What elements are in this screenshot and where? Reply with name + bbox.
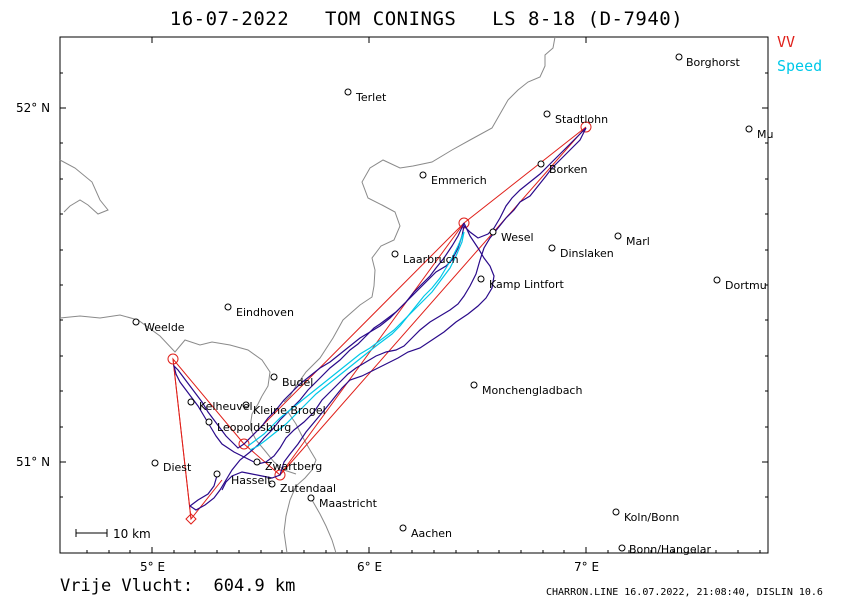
legend-vv: VV bbox=[777, 33, 796, 51]
turnpoint-5 bbox=[580, 121, 592, 133]
map-title: 16-07-2022 TOM CONINGS LS 8-18 (D-7940) bbox=[169, 8, 684, 30]
track-segment-2 bbox=[243, 222, 465, 445]
lon-label-6: 6° E bbox=[357, 560, 382, 574]
place-label-zutendaal: Zutendaal bbox=[280, 482, 336, 495]
place-label-marl: Marl bbox=[626, 235, 650, 248]
nl-de-border-south bbox=[283, 411, 317, 554]
place-marker-bonn-hangelar bbox=[618, 544, 626, 552]
turnpoint-1 bbox=[167, 353, 179, 365]
map-frame bbox=[59, 36, 769, 554]
nl-de-border-north bbox=[283, 36, 556, 403]
track-segment-1 bbox=[172, 127, 587, 511]
place-label-koln-bonn: Koln/Bonn bbox=[624, 511, 679, 524]
coastline bbox=[59, 159, 109, 215]
place-marker-laarbruch bbox=[391, 250, 399, 258]
flight-track bbox=[172, 127, 587, 511]
place-label-aachen: Aachen bbox=[411, 527, 452, 540]
speed-track bbox=[247, 231, 465, 451]
place-label-dortmu: Dortmu bbox=[725, 279, 767, 292]
scale-bar bbox=[75, 529, 108, 537]
place-marker-dortmu bbox=[713, 276, 721, 284]
place-label-laarbruch: Laarbruch bbox=[403, 253, 459, 266]
place-marker-koln-bonn bbox=[612, 508, 620, 516]
place-label-mu: Mu bbox=[757, 128, 773, 141]
track-segment-3 bbox=[221, 222, 495, 491]
turnpoint-3 bbox=[274, 469, 286, 481]
place-label-hasselt: Hasselt bbox=[231, 474, 272, 487]
place-label-kleine-brogel: Kleine Brogel bbox=[253, 404, 326, 417]
place-marker-zutendaal bbox=[268, 480, 276, 488]
place-marker-leopoldsburg bbox=[205, 418, 213, 426]
place-label-dinslaken: Dinslaken bbox=[560, 247, 614, 260]
place-label-diest: Diest bbox=[163, 461, 192, 474]
place-marker-kamp-lintfort bbox=[477, 275, 485, 283]
task-lines bbox=[172, 126, 587, 521]
place-label-terlet: Terlet bbox=[355, 91, 387, 104]
turnpoint-markers bbox=[167, 121, 592, 525]
axis-ticks bbox=[60, 37, 768, 553]
place-marker-eindhoven bbox=[224, 303, 232, 311]
free-flight-distance: Vrije Vlucht: 604.9 km bbox=[60, 576, 296, 596]
place-label-zwartberg: Zwartberg bbox=[265, 460, 322, 473]
place-marker-budel bbox=[270, 373, 278, 381]
place-marker-terlet bbox=[344, 88, 352, 96]
lat-label-52: 52° N bbox=[16, 101, 50, 115]
place-labels: Borghorst Terlet Stadtlohn Mu Borken Emm… bbox=[144, 56, 773, 556]
turnpoint-start bbox=[185, 513, 197, 525]
place-marker-zwartberg bbox=[253, 458, 261, 466]
place-label-budel: Budel bbox=[282, 376, 313, 389]
place-label-kelheuvel: Kelheuvel bbox=[199, 400, 253, 413]
place-marker-kelheuvel bbox=[187, 398, 195, 406]
place-marker-emmerich bbox=[419, 171, 427, 179]
place-marker-kleine-brogel bbox=[242, 401, 250, 409]
place-label-borghorst: Borghorst bbox=[686, 56, 741, 69]
place-marker-marl bbox=[614, 232, 622, 240]
place-marker-dinslaken bbox=[548, 244, 556, 252]
place-label-monchengladbach: Monchengladbach bbox=[482, 384, 582, 397]
place-marker-aachen bbox=[399, 524, 407, 532]
lat-label-51: 51° N bbox=[16, 455, 50, 469]
lon-label-7: 7° E bbox=[574, 560, 599, 574]
place-label-maastricht: Maastricht bbox=[319, 497, 378, 510]
place-label-stadtlohn: Stadtlohn bbox=[555, 113, 608, 126]
speed-segment-2 bbox=[249, 231, 465, 451]
place-marker-weelde bbox=[132, 318, 140, 326]
place-label-bonn-hangelar: Bonn/Hangelar bbox=[629, 543, 711, 556]
place-label-wesel: Wesel bbox=[501, 231, 534, 244]
legend-speed: Speed bbox=[777, 57, 823, 75]
place-label-borken: Borken bbox=[549, 163, 588, 176]
footer-credit: CHARRON.LINE 16.07.2022, 21:08:40, DISLI… bbox=[546, 587, 823, 598]
place-marker-mu bbox=[745, 125, 753, 133]
place-marker-borghorst bbox=[675, 53, 683, 61]
de-border-east bbox=[311, 499, 337, 554]
place-marker-hasselt bbox=[213, 470, 221, 478]
task-leg-1 bbox=[172, 126, 587, 520]
place-label-emmerich: Emmerich bbox=[431, 174, 487, 187]
place-marker-borken bbox=[537, 160, 545, 168]
task-leg-2 bbox=[172, 358, 223, 521]
turnpoint-2 bbox=[238, 438, 250, 450]
place-marker-stadtlohn bbox=[543, 110, 551, 118]
place-label-eindhoven: Eindhoven bbox=[236, 306, 294, 319]
place-marker-wesel bbox=[489, 228, 497, 236]
place-marker-maastricht bbox=[307, 494, 315, 502]
lon-label-5: 5° E bbox=[140, 560, 165, 574]
scale-label: 10 km bbox=[113, 527, 151, 541]
place-marker-diest bbox=[151, 459, 159, 467]
border-lines bbox=[59, 36, 556, 554]
place-marker-monchengladbach bbox=[470, 381, 478, 389]
place-label-kamp-lintfort: Kamp Lintfort bbox=[489, 278, 565, 291]
place-markers bbox=[132, 53, 753, 552]
speed-segment-1 bbox=[247, 231, 465, 447]
place-label-leopoldsburg: Leopoldsburg bbox=[217, 421, 291, 434]
be-nl-border bbox=[59, 314, 271, 397]
place-label-weelde: Weelde bbox=[144, 321, 185, 334]
